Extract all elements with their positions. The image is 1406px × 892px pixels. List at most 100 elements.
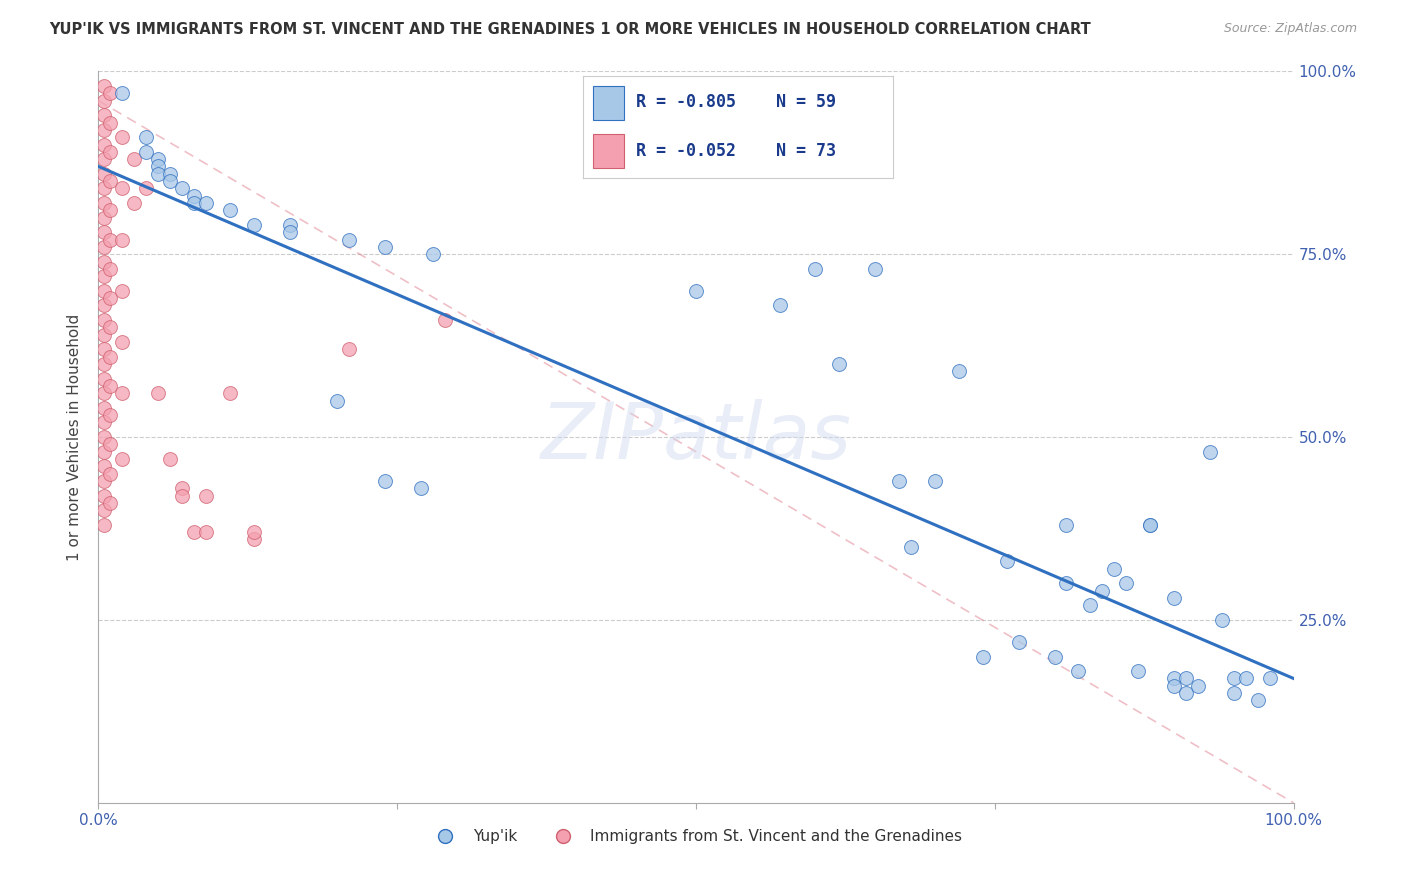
Point — [111, 284, 134, 298]
Point — [339, 233, 361, 247]
Point — [159, 167, 181, 181]
Point — [1223, 672, 1246, 686]
Point — [1139, 517, 1161, 532]
Point — [135, 181, 157, 195]
Point — [98, 379, 122, 393]
Point — [98, 467, 122, 481]
Point — [93, 503, 115, 517]
Point — [1247, 693, 1270, 707]
Point — [148, 386, 170, 401]
Point — [183, 525, 205, 540]
Point — [98, 87, 122, 101]
Point — [1234, 672, 1257, 686]
Point — [924, 474, 946, 488]
Point — [159, 174, 181, 188]
Point — [374, 240, 396, 254]
Y-axis label: 1 or more Vehicles in Household: 1 or more Vehicles in Household — [67, 313, 83, 561]
Point — [111, 181, 134, 195]
Point — [995, 554, 1018, 568]
Point — [135, 130, 157, 145]
Point — [93, 167, 115, 181]
Bar — [593, 87, 624, 120]
Point — [148, 152, 170, 166]
Point — [1223, 686, 1246, 700]
Point — [1043, 649, 1066, 664]
Point — [1163, 591, 1185, 605]
Point — [93, 78, 115, 93]
Point — [93, 269, 115, 284]
Point — [1080, 599, 1102, 613]
Point — [195, 489, 218, 503]
Point — [98, 115, 122, 129]
Point — [900, 540, 922, 554]
Point — [1139, 517, 1161, 532]
Point — [278, 218, 301, 232]
Legend: Yup'ik, Immigrants from St. Vincent and the Grenadines: Yup'ik, Immigrants from St. Vincent and … — [423, 822, 969, 850]
Point — [93, 371, 115, 385]
Point — [422, 247, 444, 261]
Point — [243, 533, 266, 547]
Text: ZIPatlas: ZIPatlas — [540, 399, 852, 475]
Point — [1091, 583, 1114, 598]
Point — [93, 211, 115, 225]
Point — [339, 343, 361, 357]
Point — [1115, 576, 1137, 591]
Point — [183, 188, 205, 202]
Point — [948, 364, 970, 378]
Point — [98, 437, 122, 451]
Point — [93, 517, 115, 532]
Point — [219, 386, 242, 401]
Point — [98, 203, 122, 218]
Point — [195, 525, 218, 540]
Point — [93, 254, 115, 268]
Point — [1211, 613, 1233, 627]
Point — [93, 240, 115, 254]
Point — [1056, 576, 1078, 591]
Point — [172, 489, 194, 503]
Point — [93, 489, 115, 503]
Point — [98, 408, 122, 422]
Point — [1056, 517, 1078, 532]
Point — [135, 145, 157, 159]
Point — [1128, 664, 1150, 678]
Point — [93, 137, 115, 152]
Point — [278, 225, 301, 239]
Point — [1104, 562, 1126, 576]
Point — [721, 152, 744, 166]
Point — [111, 452, 134, 467]
Point — [93, 313, 115, 327]
Point — [98, 350, 122, 364]
Point — [98, 320, 122, 334]
Point — [1187, 679, 1209, 693]
Text: R = -0.805    N = 59: R = -0.805 N = 59 — [636, 94, 837, 112]
Point — [828, 357, 851, 371]
Point — [124, 152, 146, 166]
Point — [93, 284, 115, 298]
Point — [148, 167, 170, 181]
Point — [768, 298, 790, 312]
Point — [865, 261, 887, 276]
Point — [1163, 672, 1185, 686]
Point — [172, 181, 194, 195]
Point — [411, 481, 433, 495]
Point — [93, 401, 115, 415]
Point — [972, 649, 994, 664]
Point — [111, 130, 134, 145]
Point — [93, 459, 115, 474]
Point — [111, 334, 134, 349]
Point — [1067, 664, 1090, 678]
Point — [1175, 686, 1198, 700]
Point — [159, 452, 181, 467]
Point — [93, 196, 115, 211]
Point — [243, 525, 266, 540]
Point — [93, 298, 115, 312]
Point — [804, 261, 827, 276]
Point — [1008, 635, 1031, 649]
Point — [1258, 672, 1281, 686]
Point — [111, 87, 134, 101]
Text: YUP'IK VS IMMIGRANTS FROM ST. VINCENT AND THE GRENADINES 1 OR MORE VEHICLES IN H: YUP'IK VS IMMIGRANTS FROM ST. VINCENT AN… — [49, 22, 1091, 37]
Point — [93, 327, 115, 342]
Text: Source: ZipAtlas.com: Source: ZipAtlas.com — [1223, 22, 1357, 36]
Point — [98, 174, 122, 188]
Point — [374, 474, 396, 488]
